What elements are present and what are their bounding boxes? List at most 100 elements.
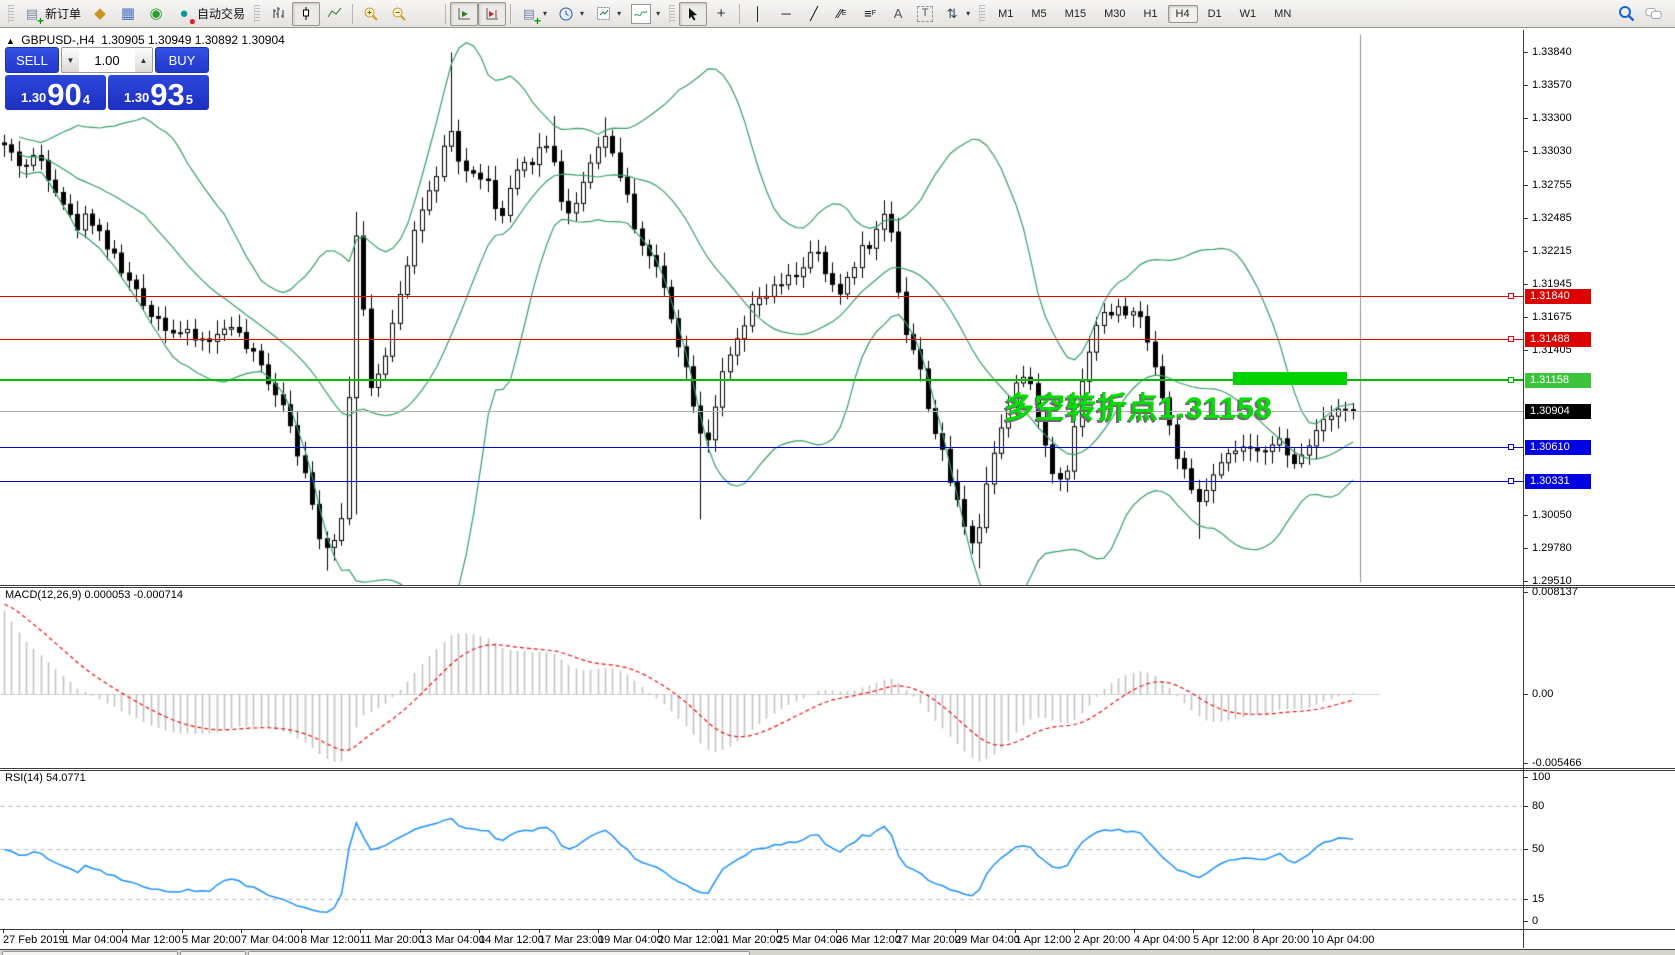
chart-shift-button[interactable] [478,1,507,26]
line-chart-button[interactable] [320,2,348,26]
toolbar-grip[interactable] [669,4,676,23]
line-handle[interactable] [1508,377,1514,383]
cursor-button[interactable] [679,1,708,26]
templates-button[interactable]: ▾ [589,2,626,26]
timeframe-toolbar: M1 M5 M15 M30 H1 H4 D1 W1 MN [989,4,1300,23]
timeframe-button-W1[interactable]: W1 [1239,7,1257,20]
horizontal-line-object[interactable] [0,447,1523,448]
new-chart-button[interactable]: ▦ [114,2,142,26]
timeframe-button-D1[interactable]: D1 [1207,7,1222,20]
price-tick-mark [1524,548,1528,549]
toolbar-grip[interactable] [254,4,261,23]
buy-button[interactable]: BUY [155,47,209,73]
price-tick-mark [1524,118,1528,119]
sell-button[interactable]: SELL [5,47,59,73]
time-tick-mark [658,930,659,933]
pane-separator[interactable] [0,768,1675,769]
time-tick-mark [241,930,242,933]
timeframe-button-H1[interactable]: H1 [1143,7,1158,20]
main-chart-canvas[interactable] [0,30,1523,585]
collapse-triangle-icon[interactable]: ▲ [6,36,15,46]
text-label-button[interactable]: T [912,3,938,25]
zoom-out-icon [390,5,408,23]
auto-scroll-icon [455,5,473,23]
bar-chart-button[interactable] [264,2,292,26]
annotation-text[interactable]: 多空转折点1.31158 [1004,392,1273,425]
time-tick-label: 17 Mar 23:00 [539,934,604,946]
time-tick-label: 29 Mar 04:00 [955,934,1020,946]
tile-windows-button[interactable] [413,2,441,26]
vertical-line-button[interactable]: │ [744,2,772,26]
time-tick-mark [1015,930,1016,933]
cursor-icon [684,5,702,23]
macd-tick-mark [1524,694,1528,695]
horizontal-line-object[interactable] [0,339,1523,340]
time-axis[interactable]: 27 Feb 2019 1 Mar 04:00 4 Mar 12:00 5 Mar 2… [0,930,1523,948]
template-icon [594,5,612,23]
zoom-in-button[interactable] [357,2,385,26]
toolbar-grip[interactable] [979,4,986,23]
rsi-tick-mark [1524,806,1528,807]
timeframe-button-H4[interactable]: H4 [1167,4,1198,23]
crosshair-button[interactable]: + [707,2,735,26]
time-tick-label: 19 Mar 04:00 [598,934,663,946]
volume-decrease-button[interactable]: ▼ [62,48,79,72]
line-handle[interactable] [1508,444,1514,450]
buy-price-display[interactable]: 1.30 93 5 [108,75,209,110]
horizontal-line-object[interactable] [0,481,1523,482]
time-tick-mark [182,930,183,933]
price-axis[interactable]: 1.33840 1.33570 1.33300 1.33030 1.32755 1.324… [1524,30,1675,948]
zoom-out-button[interactable] [385,2,413,26]
highlight-rectangle[interactable] [1233,372,1347,385]
volume-increase-button[interactable]: ▲ [135,48,152,72]
timeframe-button-M15[interactable]: M15 [1064,7,1087,20]
rsi-tick-mark [1524,899,1528,900]
horizontal-line-object[interactable] [0,296,1523,297]
macd-pane-canvas[interactable] [0,587,1523,768]
candlestick-chart-button[interactable] [292,1,321,26]
price-tick-label: 1.32215 [1532,245,1572,257]
horizontal-line-object[interactable] [0,379,1523,381]
pane-separator[interactable] [0,585,1675,586]
indicators-button[interactable]: ▤ + ▾ [515,2,552,27]
toolbar-grip[interactable] [8,4,14,23]
macd-tick-label: -0.005466 [1532,757,1582,769]
chart-tabs-strip[interactable] [0,949,1675,955]
trendline-button[interactable]: ╱ [800,2,828,26]
text-button[interactable]: A [884,2,912,26]
auto-scroll-button[interactable] [450,1,479,26]
new-order-icon: ▤ + [25,6,44,28]
timeframe-button-M5[interactable]: M5 [1031,7,1047,20]
volume-input[interactable] [79,48,135,72]
price-tick-label: 1.32755 [1532,179,1572,191]
timeframe-button-M30[interactable]: M30 [1104,7,1126,20]
line-handle[interactable] [1508,336,1514,342]
tile-windows-icon [418,5,436,23]
fibonacci-button[interactable]: ≡ F [856,2,884,26]
timeframe-button-M1[interactable]: M1 [998,7,1014,20]
search-icon[interactable] [1617,5,1635,23]
horizontal-line-button[interactable]: ─ [772,2,800,26]
signals-button[interactable]: ◉ [142,2,170,26]
time-tick-label: 4 Mar 12:00 [122,934,181,946]
new-order-label: 新订单 [45,7,82,21]
chart-tab[interactable] [180,951,246,955]
chat-icon[interactable] [1645,5,1663,23]
periods-button[interactable]: ▾ [552,2,589,26]
history-center-button[interactable]: ◆ [86,2,114,26]
new-order-button[interactable]: ▤ + 新订单 [18,2,86,28]
sell-price-display[interactable]: 1.30 90 4 [5,75,106,110]
chevron-down-icon: ▾ [543,9,548,18]
symbol-period-label: GBPUSD-,H4 [21,33,95,47]
auto-trading-button[interactable]: ● ● 自动交易 [170,2,250,27]
channel-button[interactable]: ∕∕ E [828,2,856,26]
line-handle[interactable] [1508,293,1514,299]
line-handle[interactable] [1508,478,1514,484]
arrows-button[interactable]: ⇅ ▾ [938,2,975,26]
price-tick-label: 1.32485 [1532,212,1572,224]
chart-tab[interactable] [2,951,178,955]
chart-tab[interactable] [248,951,750,955]
profiles-button[interactable]: ▾ [626,1,665,27]
rsi-pane-canvas[interactable] [0,770,1523,929]
timeframe-button-MN[interactable]: MN [1274,7,1292,20]
